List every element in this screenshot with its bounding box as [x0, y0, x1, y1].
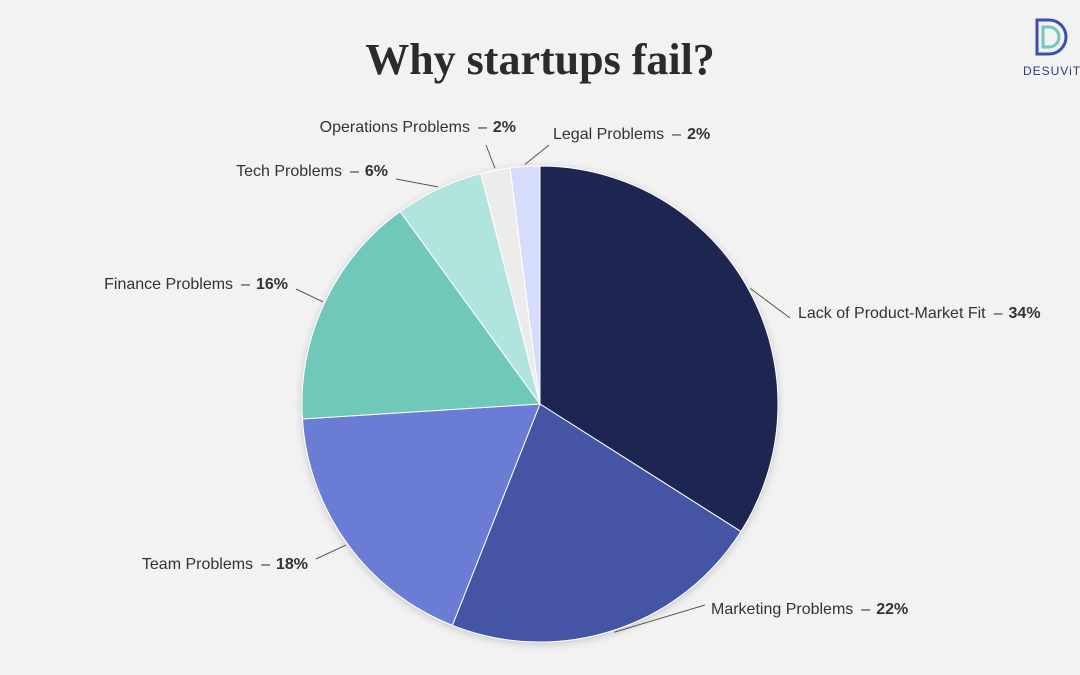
pie [301, 165, 779, 643]
category-name: Legal Problems [553, 126, 664, 143]
logo: DESUViT [1023, 18, 1080, 78]
pie-slice [509, 165, 541, 405]
slice-label: Marketing Problems –22% [711, 601, 908, 618]
leader-line [750, 287, 791, 319]
slice-label: Operations Problems –2% [320, 119, 516, 136]
category-name: Lack of Product-Market Fit [798, 305, 986, 322]
brand-name: DESUViT [1023, 64, 1080, 78]
pie-slice [539, 165, 779, 533]
pie-slice [301, 210, 541, 420]
slice-label: Legal Problems –2% [553, 126, 710, 143]
slice-label: Team Problems –18% [142, 556, 308, 573]
category-name: Marketing Problems [711, 601, 853, 618]
leader-line [614, 604, 706, 633]
leader-line [315, 544, 347, 560]
value-label: 2% [493, 119, 516, 136]
value-label: 22% [876, 601, 908, 618]
slice-label: Lack of Product-Market Fit –34% [798, 305, 1041, 322]
separator: – [241, 276, 250, 293]
leader-line [395, 178, 438, 188]
slice-label: Tech Problems –6% [236, 163, 388, 180]
chart-title: Why startups fail? [365, 35, 715, 84]
category-name: Finance Problems [104, 276, 233, 293]
category-name: Operations Problems [320, 119, 470, 136]
pie-slice [451, 403, 742, 643]
separator: – [350, 163, 359, 180]
pie-slice [301, 403, 541, 626]
leader-line [485, 144, 496, 169]
leader-line [524, 144, 550, 165]
separator: – [672, 126, 681, 143]
category-name: Tech Problems [236, 163, 342, 180]
logo-mark [1041, 25, 1061, 49]
value-label: 16% [256, 276, 288, 293]
category-name: Team Problems [142, 556, 253, 573]
labels: Lack of Product-Market Fit –34%Marketing … [104, 119, 1041, 633]
value-label: 18% [276, 556, 308, 573]
value-label: 34% [1009, 305, 1041, 322]
value-label: 6% [365, 163, 388, 180]
logo-mark [1035, 18, 1068, 56]
separator: – [478, 119, 487, 136]
leader-line [295, 288, 324, 303]
value-label: 2% [687, 126, 710, 143]
separator: – [261, 556, 270, 573]
slice-label: Finance Problems –16% [104, 276, 288, 293]
separator: – [861, 601, 870, 618]
separator: – [994, 305, 1003, 322]
